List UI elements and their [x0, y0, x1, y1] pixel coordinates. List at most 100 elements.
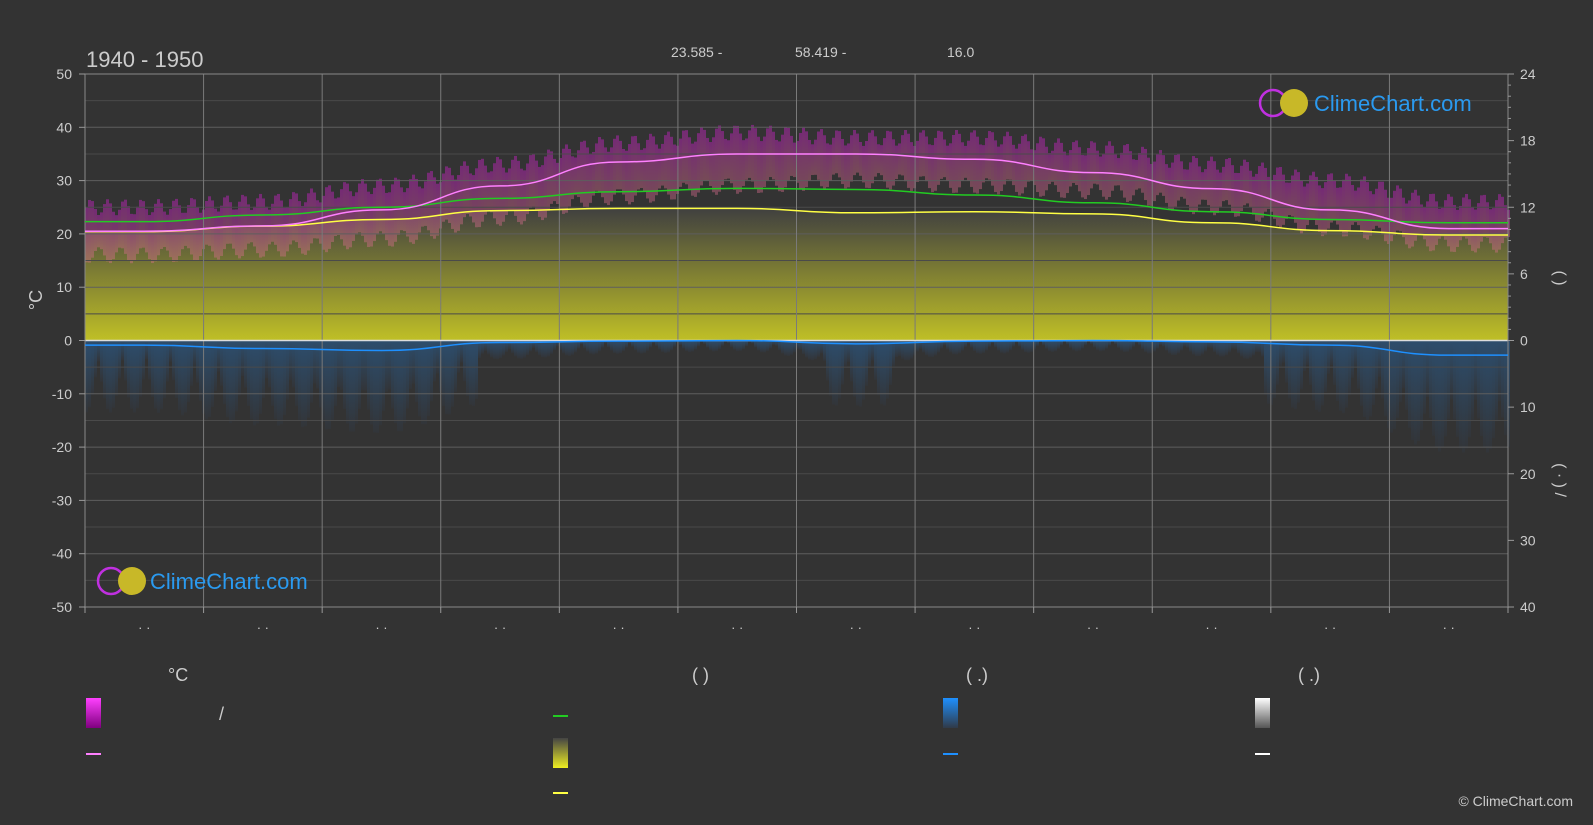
temp-range-strip	[658, 148, 661, 189]
temp-range-strip	[1024, 134, 1027, 188]
temp-range-strip	[1288, 182, 1291, 216]
temp-range-strip	[1054, 142, 1057, 186]
precip-bar	[466, 340, 469, 396]
precip-bar	[1030, 340, 1033, 352]
precip-bar	[1486, 340, 1489, 453]
temp-range-strip	[1075, 140, 1078, 186]
temp-range-strip	[1159, 150, 1162, 193]
temp-range-strip	[694, 141, 697, 197]
precip-bar	[310, 340, 313, 403]
precip-bar	[427, 340, 430, 417]
precip-bar	[451, 340, 454, 407]
precip-bar	[1129, 340, 1132, 350]
precip-bar	[1438, 340, 1441, 452]
precip-bar	[1429, 340, 1432, 419]
precip-bar	[1339, 340, 1342, 411]
precip-bar	[1261, 340, 1264, 357]
precip-bar	[178, 340, 181, 411]
temp-range-strip	[664, 135, 667, 189]
temp-range-strip	[814, 139, 817, 175]
temp-range-strip	[889, 131, 892, 190]
temp-range-strip	[142, 201, 145, 248]
precip-bar	[679, 340, 682, 345]
precip-bar	[754, 340, 757, 348]
precip-bar	[1369, 340, 1372, 417]
temp-range-strip	[1240, 165, 1243, 212]
temp-range-strip	[601, 139, 604, 198]
precip-bar	[670, 340, 673, 351]
precip-bar	[883, 340, 886, 406]
precip-bar	[1306, 340, 1309, 365]
temp-range-strip	[217, 211, 220, 260]
precip-bar	[550, 340, 553, 354]
temp-range-strip	[673, 144, 676, 200]
precip-bar	[1456, 340, 1459, 437]
precip-bar	[1225, 340, 1228, 356]
precip-bar	[589, 340, 592, 354]
precip-bar	[268, 340, 271, 388]
precip-bar	[1309, 340, 1312, 385]
precip-bar	[1066, 340, 1069, 345]
precip-bar	[1012, 340, 1015, 347]
temp-range-strip	[559, 157, 562, 210]
precip-bar	[964, 340, 967, 347]
precip-bar	[343, 340, 346, 410]
temp-range-strip	[805, 131, 808, 188]
precip-bar	[250, 340, 253, 420]
precip-bar	[769, 340, 772, 349]
precip-bar	[931, 340, 934, 357]
precip-bar	[1480, 340, 1483, 436]
temp-range-strip	[1414, 189, 1417, 241]
precip-line	[85, 339, 1508, 356]
temp-range-strip	[1033, 150, 1036, 186]
temp-range-strip	[1009, 136, 1012, 180]
temp-range-strip	[613, 138, 616, 195]
precip-bar	[157, 340, 160, 413]
precip-bar	[1033, 340, 1036, 350]
right-tick-label: 30	[1520, 532, 1536, 548]
precip-bar	[766, 340, 769, 352]
temp-range-strip	[847, 143, 850, 188]
precip-bar	[652, 340, 655, 344]
precip-bar	[874, 340, 877, 380]
temp-range-strip	[1264, 167, 1267, 212]
precip-bar	[340, 340, 343, 390]
temp-range-strip	[1378, 181, 1381, 228]
precip-bar	[1378, 340, 1381, 377]
temp-range-strip	[247, 204, 250, 244]
precip-bar	[1219, 340, 1222, 357]
temp-range-strip	[721, 131, 724, 186]
precip-bar	[1138, 340, 1141, 346]
temp-range-strip	[1312, 171, 1315, 220]
precip-bar	[511, 340, 514, 354]
temp-range-strip	[1255, 173, 1258, 221]
temp-range-strip	[166, 214, 169, 251]
temp-range-strip	[715, 128, 718, 195]
month-label: · ·	[968, 620, 980, 635]
temp-range-strip	[214, 208, 217, 258]
temp-range-strip	[988, 131, 991, 180]
precip-bar	[1501, 340, 1504, 418]
precip-bar	[604, 340, 607, 344]
precip-bar	[1327, 340, 1330, 374]
temp-range-strip	[391, 184, 394, 247]
temp-range-strip	[646, 139, 649, 199]
temp-range-strip	[1420, 204, 1423, 235]
precip-bar	[643, 340, 646, 353]
temp-range-strip	[340, 189, 343, 240]
temp-range-strip	[949, 143, 952, 188]
precip-bar	[1180, 340, 1183, 351]
temp-range-strip	[364, 183, 367, 243]
precip-bar	[1270, 340, 1273, 405]
precip-bar	[445, 340, 448, 415]
precip-bar	[1387, 340, 1390, 429]
temp-range-strip	[1243, 159, 1246, 206]
precip-bar	[823, 340, 826, 361]
legend-snow-line	[1255, 753, 1270, 755]
precip-bar	[457, 340, 460, 373]
temp-range-strip	[544, 156, 547, 218]
temp-range-strip	[853, 130, 856, 176]
precip-bar	[517, 340, 520, 359]
temp-range-strip	[1114, 154, 1117, 186]
temp-range-strip	[877, 144, 880, 174]
